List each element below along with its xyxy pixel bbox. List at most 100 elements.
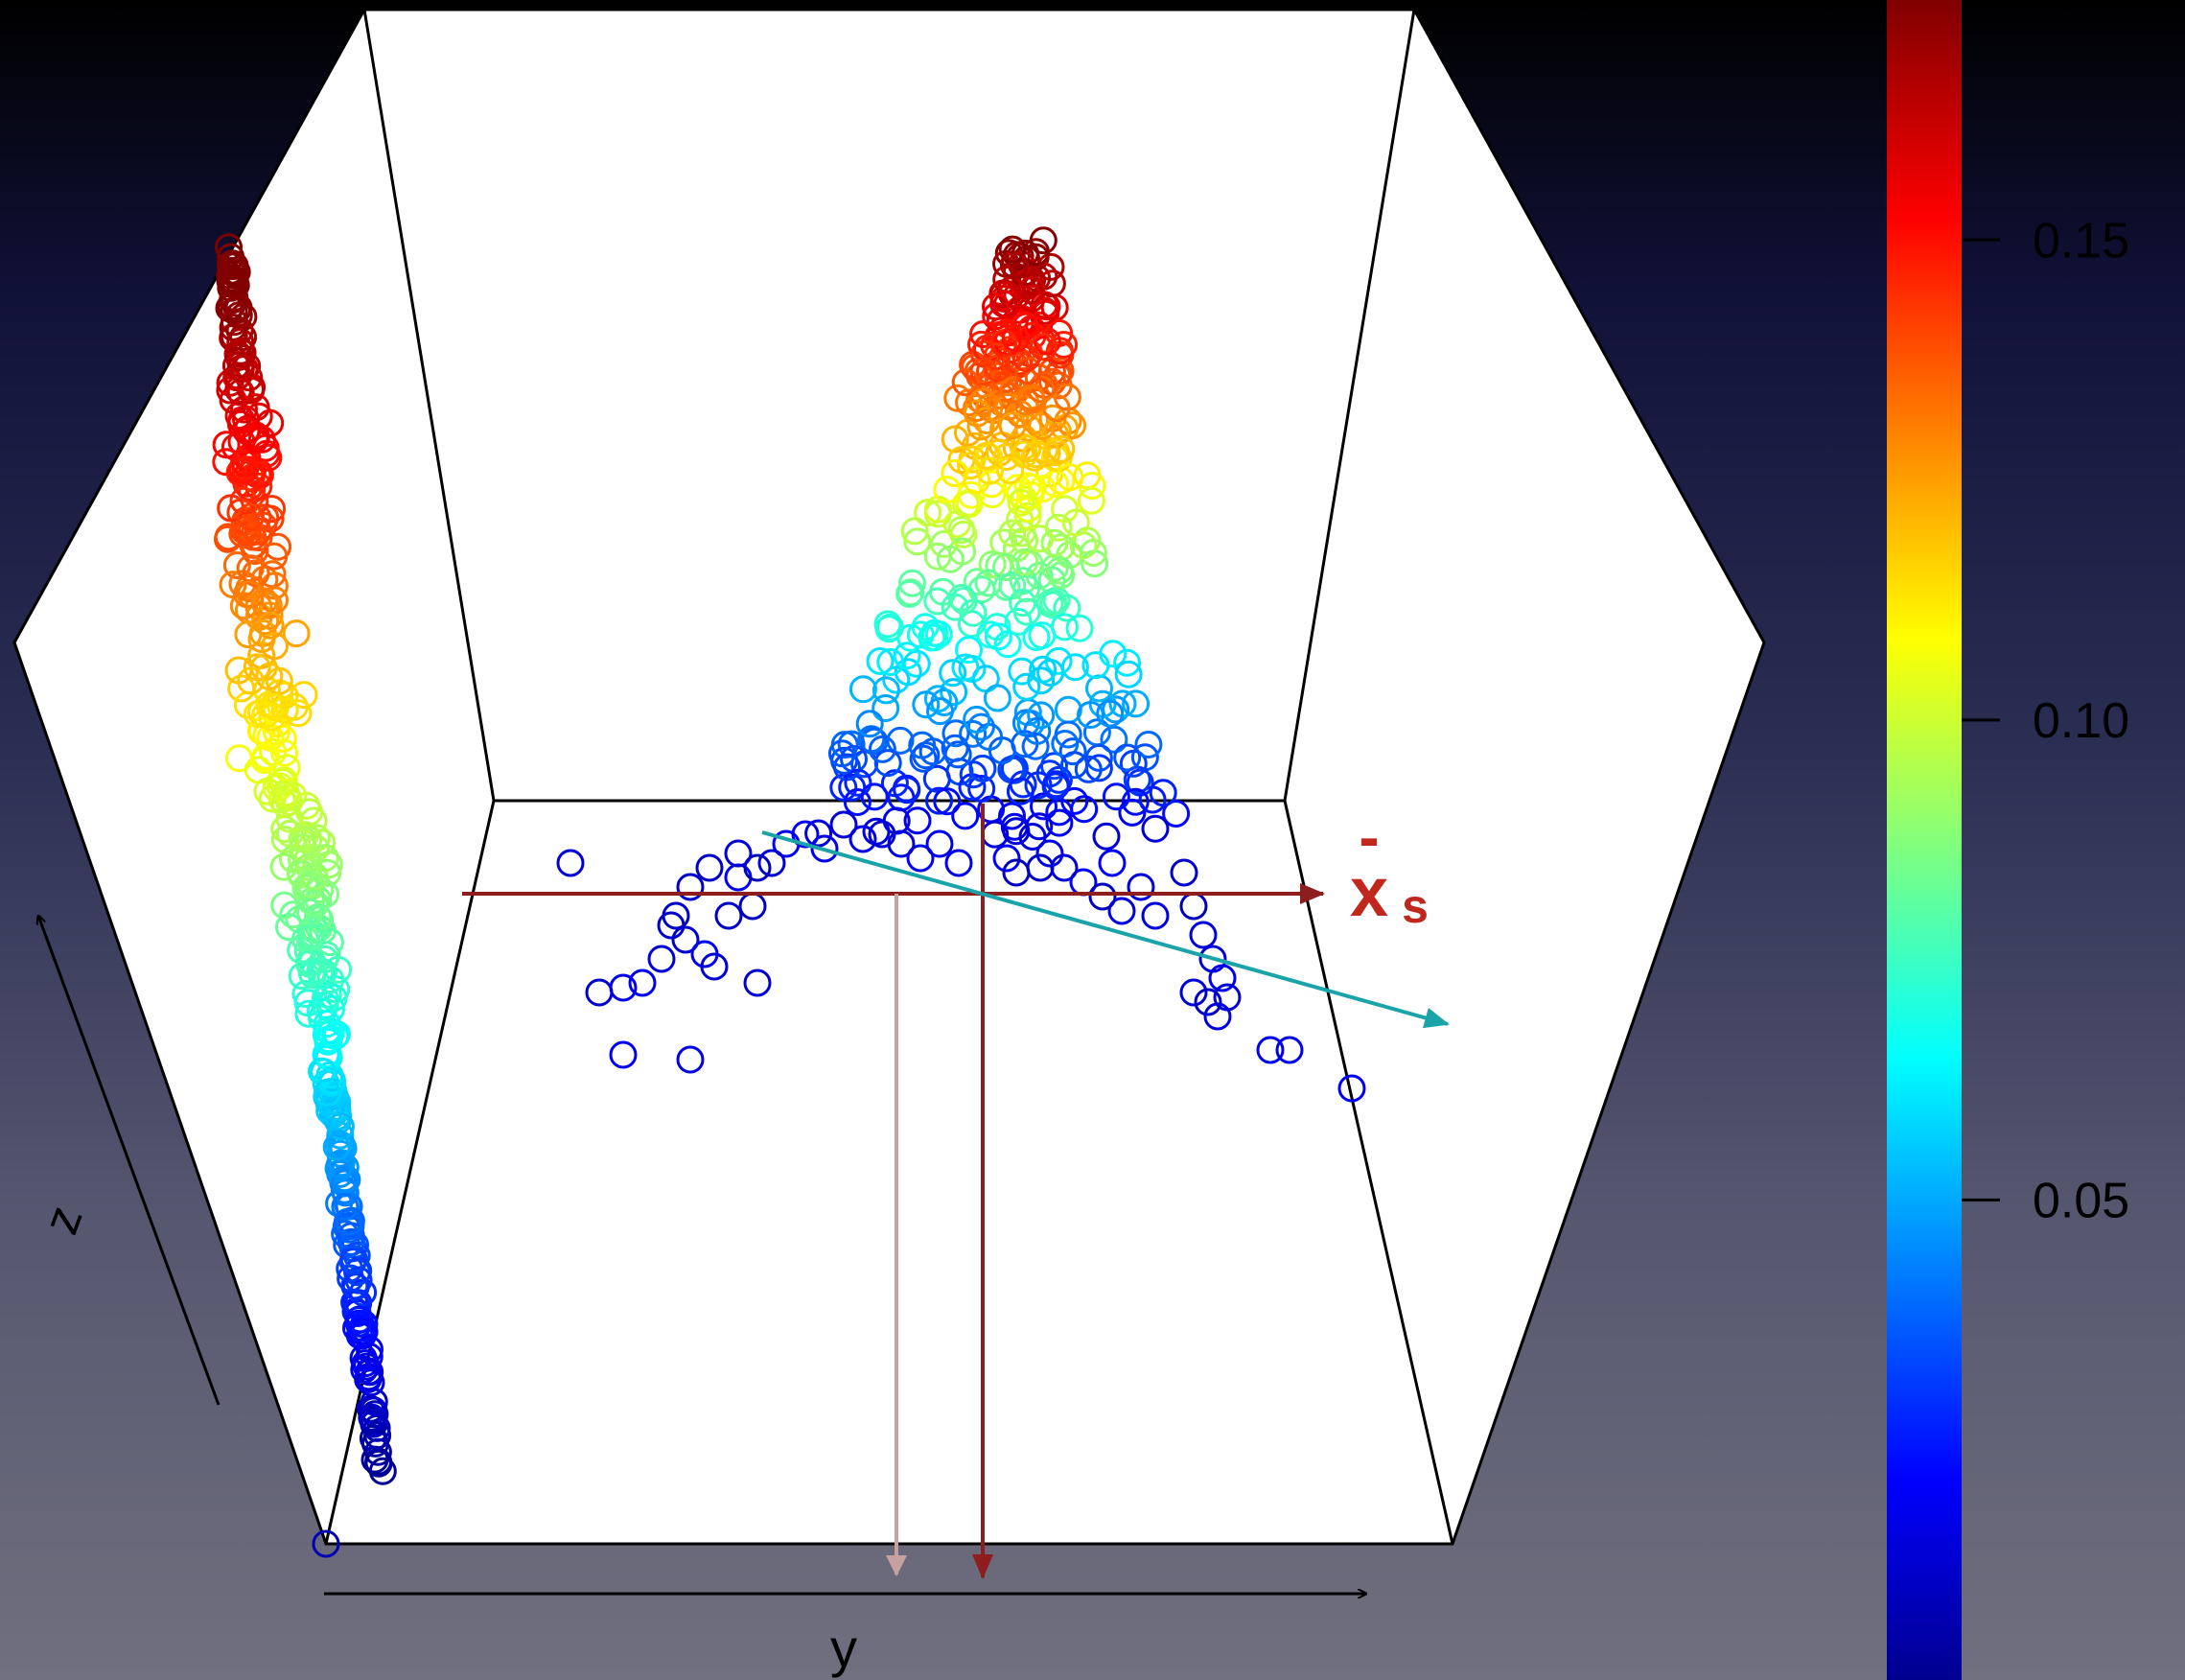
scatter-point — [226, 328, 255, 356]
scatter-point — [220, 296, 248, 325]
scatter-point — [1042, 394, 1071, 422]
scatter-point — [982, 292, 1010, 321]
scatter-points — [212, 226, 1366, 1558]
scatter-point — [335, 1207, 363, 1236]
scatter-point — [1012, 672, 1041, 701]
scatter-point — [1009, 589, 1037, 618]
scatter-point — [941, 593, 969, 621]
scatter-point — [1036, 252, 1065, 281]
scatter-point — [1056, 463, 1084, 492]
scatter-point — [1037, 269, 1066, 298]
scatter-point — [1098, 849, 1127, 877]
scatter-point — [1170, 858, 1198, 887]
scatter-point — [978, 550, 1007, 578]
scatter-point — [844, 768, 872, 797]
scatter-point — [1058, 737, 1087, 766]
scatter-point — [1000, 251, 1029, 280]
scatter-point — [1007, 488, 1035, 517]
scatter-point — [992, 844, 1021, 873]
scatter-point — [358, 1403, 386, 1432]
scatter-point — [1021, 732, 1050, 760]
scatter-point — [1028, 412, 1057, 440]
scatter-point — [322, 1132, 351, 1161]
scatter-point — [1050, 613, 1079, 642]
scatter-point — [992, 553, 1020, 581]
scatter-point — [270, 789, 299, 818]
scatter-point — [1013, 502, 1042, 530]
scatter-point — [966, 712, 995, 741]
annotation-subscript: s — [1402, 879, 1429, 933]
scatter-point — [1013, 495, 1042, 523]
scatter-point — [256, 611, 285, 640]
scatter-point — [860, 727, 889, 756]
scatter-point — [1006, 777, 1034, 805]
scatter-point — [1118, 798, 1147, 827]
scatter-point — [1061, 508, 1090, 537]
scatter-point — [940, 678, 968, 707]
scatter-point — [925, 829, 954, 858]
scatter-point — [344, 1309, 373, 1338]
scatter-point — [216, 376, 244, 405]
scatter-point — [1043, 417, 1072, 446]
scatter-point — [757, 849, 786, 877]
scatter-point — [236, 580, 265, 609]
scatter-point — [322, 975, 351, 1004]
scatter-point — [288, 825, 316, 853]
scatter-point — [974, 569, 1003, 597]
scatter-point — [216, 250, 244, 279]
scatter-point — [873, 749, 902, 778]
scatter-point — [990, 285, 1019, 313]
scatter-point — [609, 973, 638, 1002]
scatter-point — [1022, 440, 1051, 469]
scatter-point — [1012, 574, 1041, 603]
scatter-point — [1004, 607, 1033, 636]
scatter-point — [1022, 238, 1050, 267]
scatter-point — [222, 551, 251, 579]
scatter-point — [1040, 528, 1069, 557]
scatter-point — [242, 559, 270, 588]
scatter-point — [308, 1057, 336, 1085]
scatter-point — [251, 700, 280, 729]
scatter-point — [314, 1087, 343, 1116]
scatter-point — [1022, 623, 1051, 651]
scatter-point — [983, 684, 1011, 712]
scatter-point — [989, 329, 1018, 358]
scatter-point — [1035, 839, 1064, 868]
scatter-point — [1275, 1036, 1304, 1064]
scatter-point — [998, 411, 1027, 440]
scatter-point — [256, 408, 285, 437]
scatter-point — [1040, 752, 1068, 781]
scatter-point — [1041, 420, 1070, 449]
scatter-point — [1050, 331, 1079, 359]
scatter-point — [244, 460, 272, 489]
scatter-point — [933, 476, 962, 504]
scatter-point — [255, 662, 284, 690]
scatter-point — [224, 342, 253, 371]
scatter-point — [1010, 440, 1038, 469]
scatter-point — [1013, 357, 1042, 385]
scatter-point — [918, 623, 946, 652]
scatter-point — [1337, 1074, 1366, 1103]
scatter-point — [948, 537, 977, 566]
scatter-point — [1025, 311, 1054, 339]
scatter-point — [695, 853, 724, 882]
scatter-point — [949, 587, 978, 615]
scatter-point — [993, 630, 1022, 659]
scatter-point — [1031, 296, 1059, 325]
scatter-point — [895, 579, 924, 608]
scatter-point — [874, 615, 903, 643]
scatter-point — [944, 849, 973, 877]
scatter-point — [829, 773, 858, 802]
scatter-point — [829, 810, 858, 839]
scatter-point — [906, 844, 935, 873]
scatter-point — [312, 1529, 340, 1558]
scatter-point — [872, 676, 900, 705]
scatter-point — [327, 1149, 356, 1178]
scatter-point — [951, 802, 980, 830]
scatter-point — [903, 527, 932, 556]
scatter-point — [1102, 782, 1130, 811]
scatter-point — [1045, 808, 1074, 837]
scatter-point — [1013, 434, 1042, 463]
scatter-point — [1002, 858, 1031, 887]
scatter-point — [1060, 751, 1088, 780]
